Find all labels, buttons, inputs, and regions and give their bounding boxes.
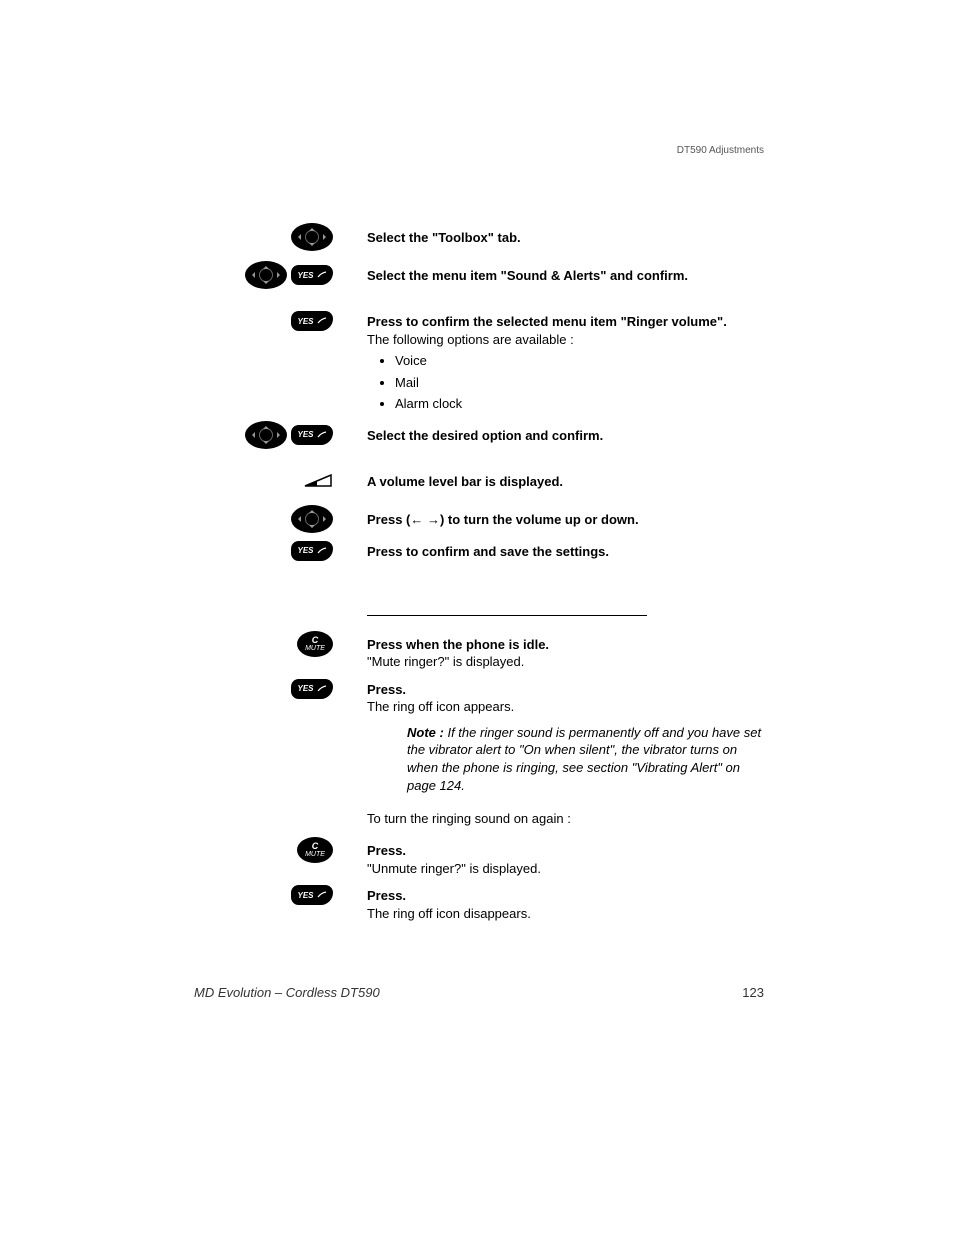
- option-item: Mail: [395, 374, 764, 392]
- nav-pad-icon: [291, 223, 333, 251]
- note-label: Note :: [407, 725, 444, 740]
- yes-button-icon: YES: [291, 311, 333, 331]
- yes-label: YES: [297, 430, 313, 439]
- option-item: Alarm clock: [395, 395, 764, 413]
- nav-pad-icon: [245, 261, 287, 289]
- yes-label: YES: [297, 546, 313, 555]
- nav-pad-icon: [245, 421, 287, 449]
- yes-button-icon: YES: [291, 265, 333, 285]
- yes-label: YES: [297, 684, 313, 693]
- yes-button-icon: YES: [291, 679, 333, 699]
- step-8-sub: "Mute ringer?" is displayed.: [367, 653, 764, 671]
- option-item: Voice: [395, 352, 764, 370]
- mute-c: C: [312, 636, 319, 645]
- step-2-text: Select the menu item "Sound & Alerts" an…: [367, 268, 688, 283]
- mute-button-icon: C MUTE: [297, 837, 333, 863]
- yes-label: YES: [297, 317, 313, 326]
- step-3-title: Press to confirm the selected menu item …: [367, 313, 764, 331]
- options-list: Voice Mail Alarm clock: [395, 352, 764, 413]
- section-divider: [367, 615, 647, 616]
- footer-title: MD Evolution – Cordless DT590: [194, 985, 380, 1000]
- header-section: DT590 Adjustments: [677, 145, 764, 156]
- step-3-sub: The following options are available :: [367, 331, 764, 349]
- step-10-text: To turn the ringing sound on again :: [367, 811, 571, 826]
- yes-button-icon: YES: [291, 885, 333, 905]
- step-5-text: A volume level bar is displayed.: [367, 474, 563, 489]
- step-11-sub: "Unmute ringer?" is displayed.: [367, 860, 764, 878]
- step-4-text: Select the desired option and confirm.: [367, 428, 603, 443]
- page-number: 123: [742, 985, 764, 1000]
- volume-bar-icon: [303, 472, 333, 490]
- step-12-sub: The ring off icon disappears.: [367, 905, 764, 923]
- note-block: Note : If the ringer sound is permanentl…: [407, 724, 764, 794]
- step-8-title: Press when the phone is idle.: [367, 636, 764, 654]
- note-ref: "Vibrating Alert": [632, 760, 722, 775]
- mute-c: C: [312, 842, 319, 851]
- mute-label: MUTE: [305, 645, 325, 652]
- step-7-text: Press to confirm and save the settings.: [367, 544, 609, 559]
- step-9-sub: The ring off icon appears.: [367, 698, 764, 716]
- nav-pad-icon: [291, 505, 333, 533]
- step-11-title: Press.: [367, 842, 764, 860]
- yes-label: YES: [297, 271, 313, 280]
- yes-label: YES: [297, 891, 313, 900]
- step-6-text: Press (← →) to turn the volume up or dow…: [367, 512, 639, 527]
- mute-button-icon: C MUTE: [297, 631, 333, 657]
- step-9-title: Press.: [367, 681, 764, 699]
- mute-label: MUTE: [305, 851, 325, 858]
- yes-button-icon: YES: [291, 425, 333, 445]
- yes-button-icon: YES: [291, 541, 333, 561]
- step-12-title: Press.: [367, 887, 764, 905]
- step-1-text: Select the "Toolbox" tab.: [367, 230, 521, 245]
